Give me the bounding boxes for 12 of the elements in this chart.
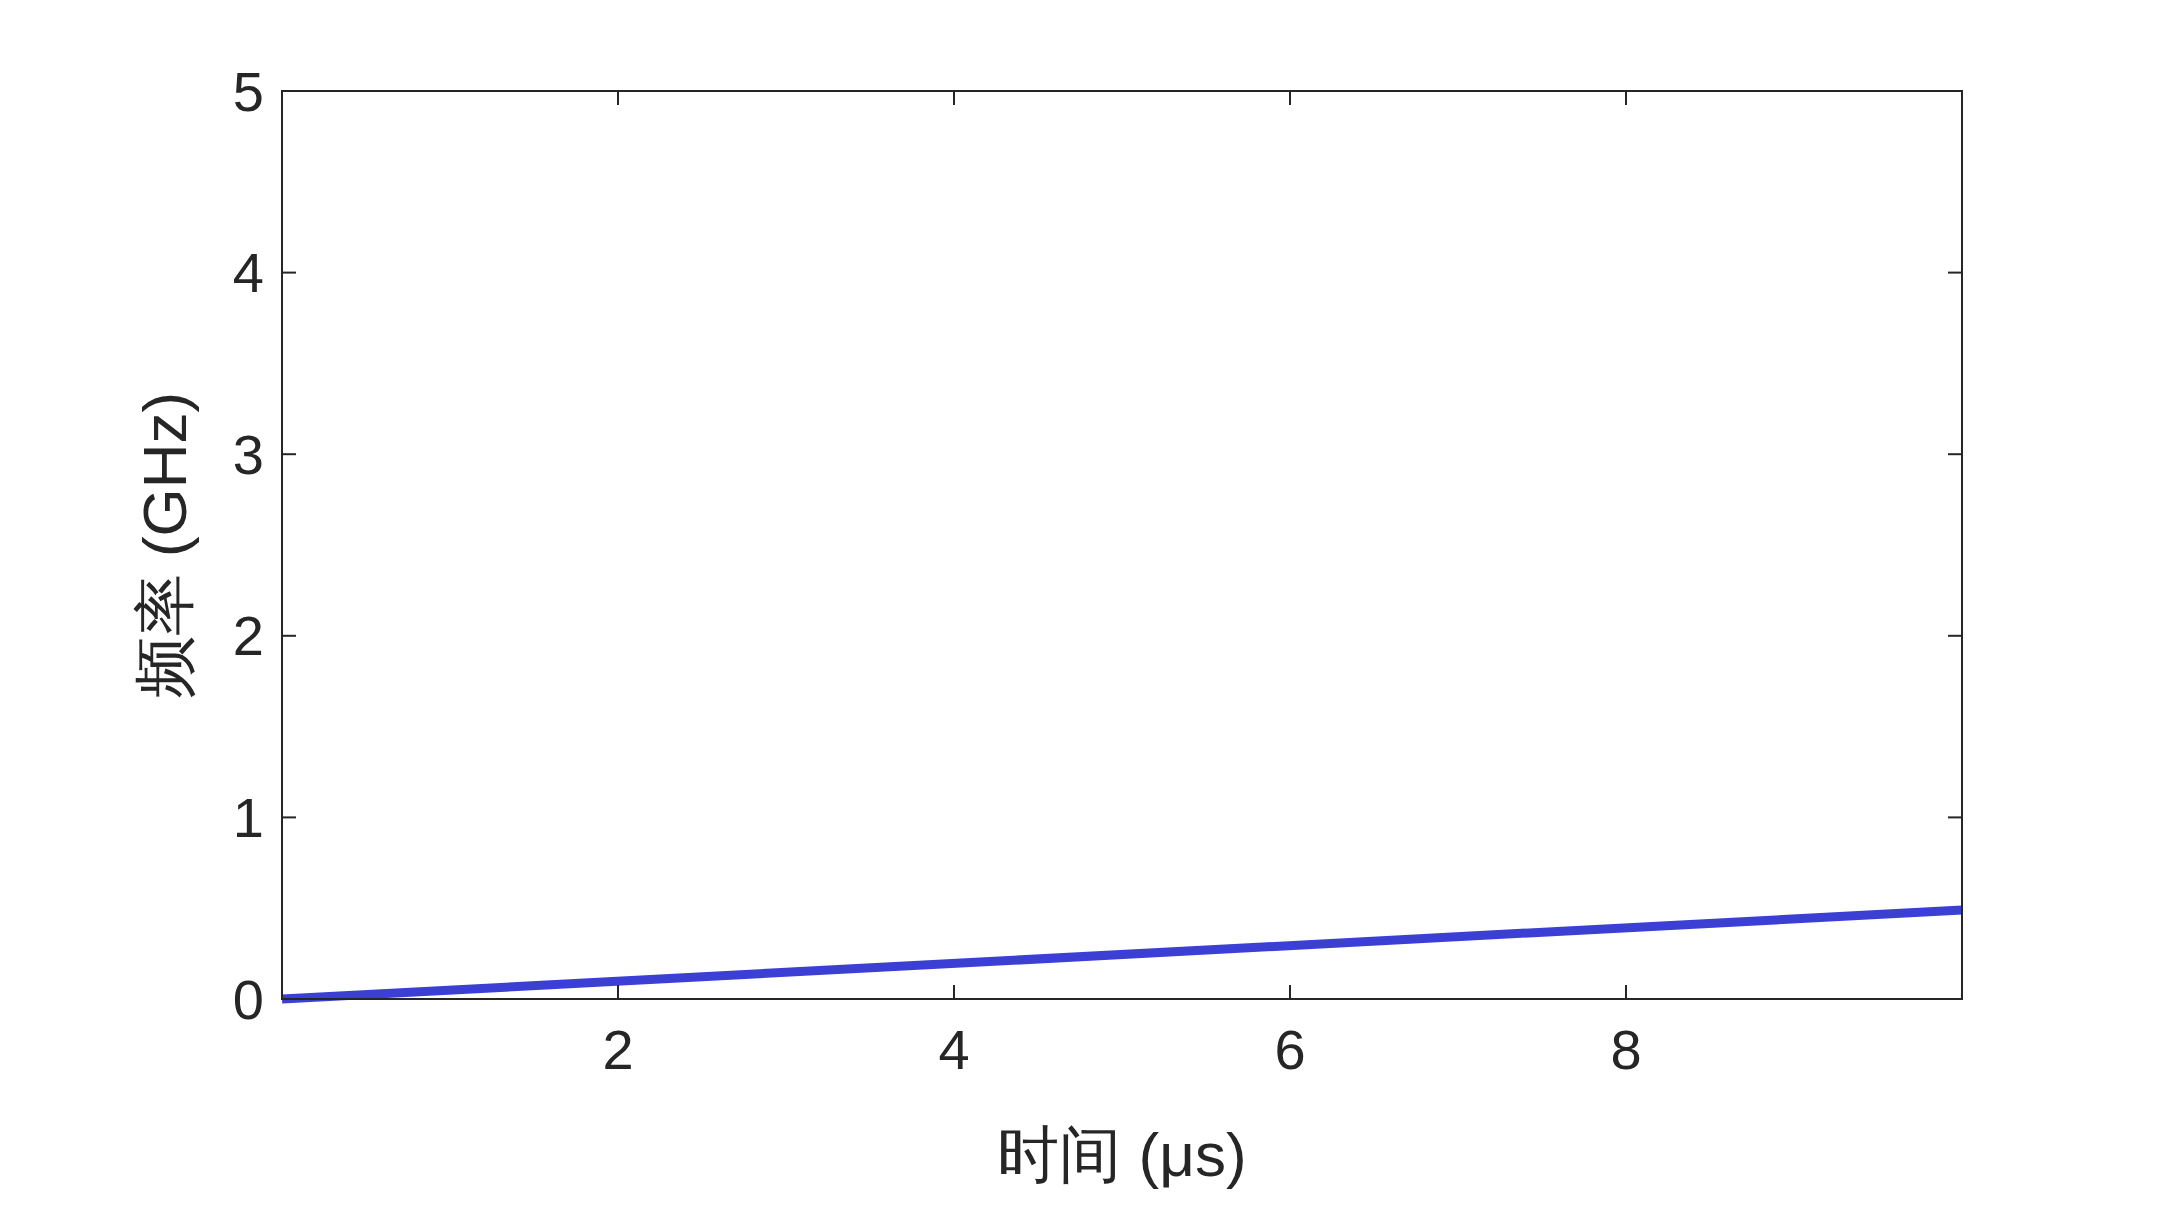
y-tick-label: 5 [232, 59, 264, 123]
y-tick-label: 3 [232, 422, 264, 486]
y-tick-label: 0 [232, 967, 264, 1031]
x-tick-label: 2 [602, 1018, 634, 1081]
y-tick-label: 1 [232, 786, 264, 849]
y-axis-title: 频率 (GHz) [130, 391, 199, 699]
x-tick-label: 8 [1610, 1018, 1642, 1081]
y-tick-label: 2 [232, 604, 264, 668]
x-tick-label: 4 [938, 1018, 970, 1081]
x-axis-title: 时间 (μs) [997, 1120, 1247, 1189]
x-tick-label: 6 [1274, 1018, 1306, 1081]
y-tick-label: 4 [232, 241, 264, 305]
